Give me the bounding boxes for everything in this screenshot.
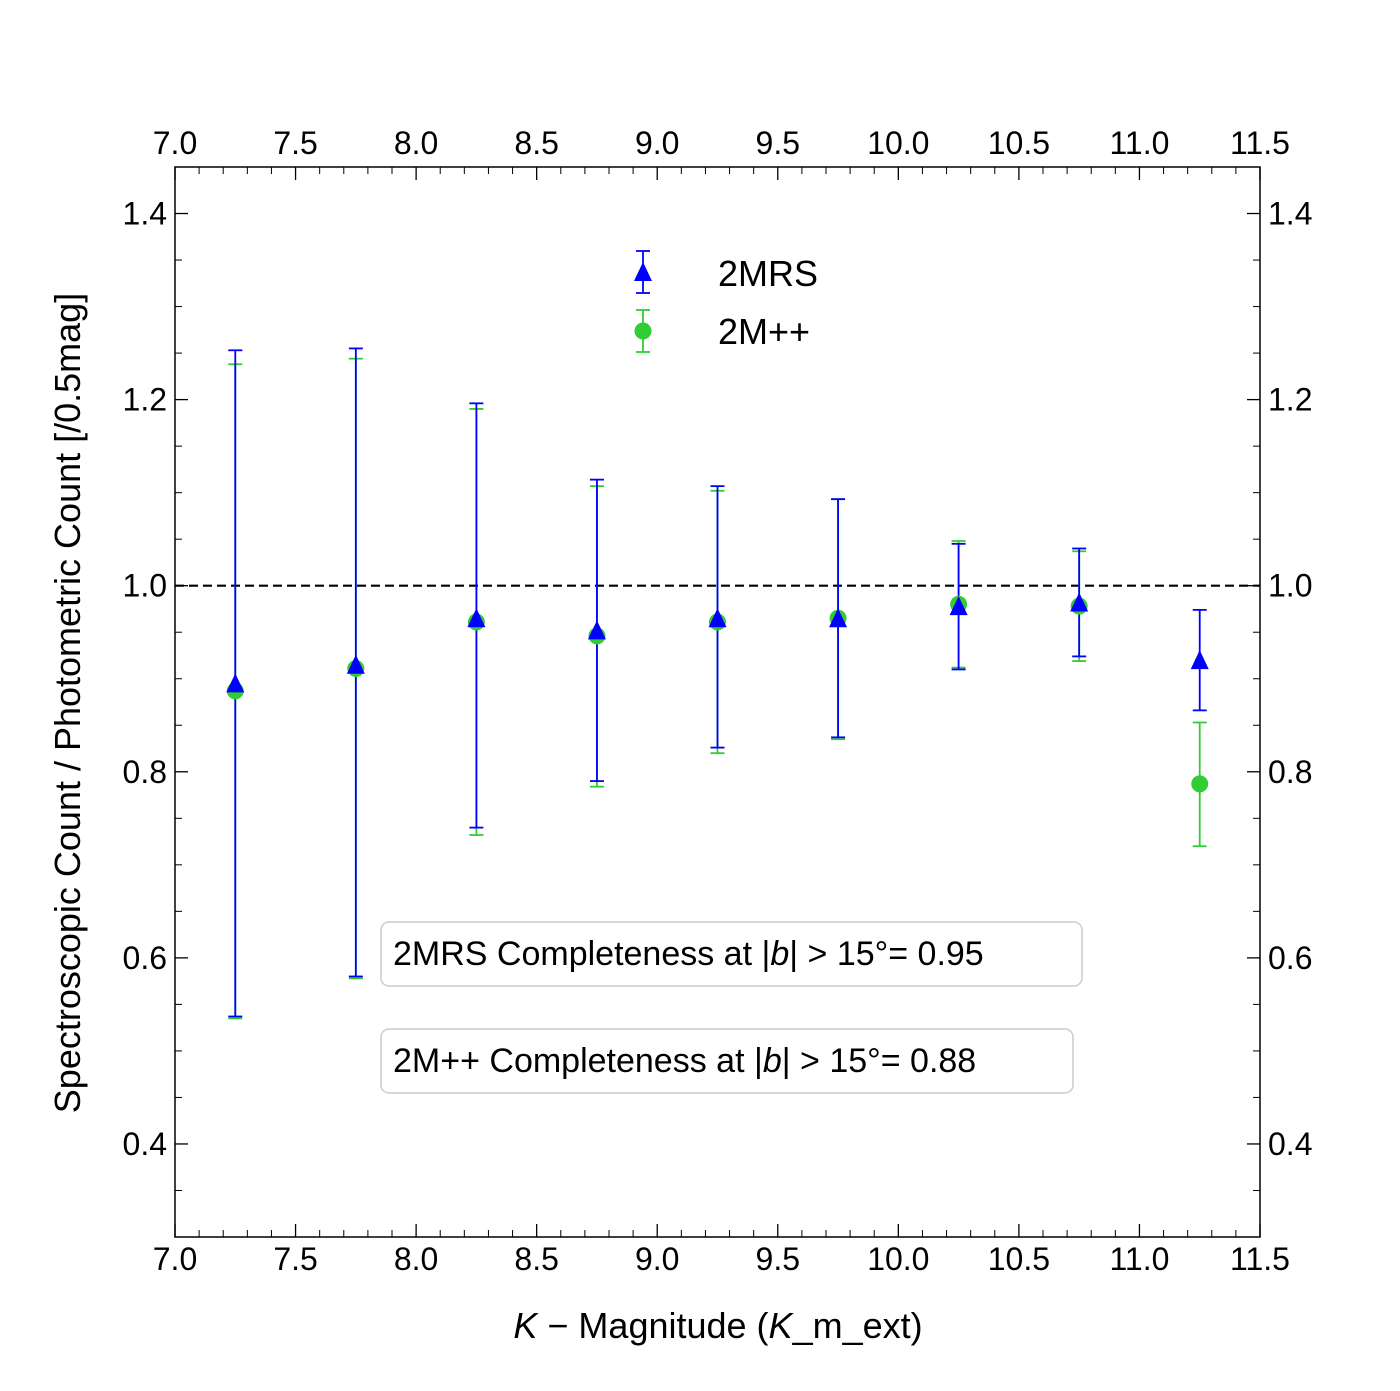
point-2mpp bbox=[1191, 775, 1209, 793]
x-tick-label-top: 8.5 bbox=[514, 125, 558, 161]
x-tick-label-top: 11.0 bbox=[1109, 125, 1169, 161]
point-2mrs bbox=[829, 608, 848, 628]
x-tick-label: 10.5 bbox=[988, 1241, 1050, 1277]
legend-label-2mpp: 2M++ bbox=[718, 311, 810, 352]
data-markers bbox=[226, 592, 1209, 793]
y-tick-label: 0.6 bbox=[123, 940, 167, 976]
x-tick-label: 7.0 bbox=[153, 1241, 197, 1277]
x-tick-label: 9.0 bbox=[635, 1241, 679, 1277]
x-tick-label-top: 11.5 bbox=[1230, 125, 1290, 161]
y-tick-label-right: 1.4 bbox=[1268, 196, 1312, 232]
y-tick-label: 1.2 bbox=[123, 382, 167, 418]
x-tick-label-top: 8.0 bbox=[394, 125, 438, 161]
plot-frame bbox=[174, 166, 1261, 1238]
annotation-text: 2M++ Completeness at |b| > 15°= 0.88 bbox=[393, 1042, 976, 1080]
y-tick-label: 1.4 bbox=[123, 196, 167, 232]
point-2mrs bbox=[587, 620, 606, 640]
y-tick-label-right: 1.2 bbox=[1268, 382, 1312, 418]
x-tick-label: 11.0 bbox=[1109, 1241, 1169, 1277]
y-tick-label: 1.0 bbox=[123, 568, 167, 604]
x-tick-label-top: 7.5 bbox=[273, 125, 317, 161]
point-2mrs bbox=[346, 654, 365, 674]
x-tick-label: 7.5 bbox=[273, 1241, 317, 1277]
legend-item-2mrs bbox=[634, 250, 652, 294]
axis-ticks bbox=[174, 166, 1261, 1238]
annotation-2mpp-completeness: 2M++ Completeness at |b| > 15°= 0.88 bbox=[380, 1028, 1074, 1094]
x-tick-label-top: 10.0 bbox=[867, 125, 929, 161]
x-tick-label: 11.5 bbox=[1230, 1241, 1290, 1277]
x-tick-label: 9.5 bbox=[756, 1241, 800, 1277]
y-tick-label-right: 0.4 bbox=[1268, 1126, 1312, 1162]
y-axis-label: Spectroscopic Count / Photometric Count … bbox=[47, 293, 88, 1113]
annotation-text: 2MRS Completeness at |b| > 15°= 0.95 bbox=[393, 935, 984, 973]
error-bars bbox=[228, 347, 1207, 1020]
x-tick-label-top: 7.0 bbox=[153, 125, 197, 161]
y-tick-label-right: 0.8 bbox=[1268, 754, 1312, 790]
legend: 2MRS 2M++ bbox=[634, 250, 818, 353]
x-tick-label-top: 9.5 bbox=[756, 125, 800, 161]
x-tick-label: 8.5 bbox=[514, 1241, 558, 1277]
annotation-2mrs-completeness: 2MRS Completeness at |b| > 15°= 0.95 bbox=[380, 921, 1083, 987]
y-tick-label-right: 1.0 bbox=[1268, 568, 1312, 604]
x-tick-label-top: 10.5 bbox=[988, 125, 1050, 161]
legend-marker-2mrs bbox=[634, 262, 652, 281]
point-2mrs bbox=[226, 673, 245, 693]
point-2mrs bbox=[949, 596, 968, 616]
x-tick-label: 8.0 bbox=[394, 1241, 438, 1277]
point-2mrs bbox=[467, 608, 486, 628]
legend-item-2mpp bbox=[634, 309, 652, 353]
legend-label-2mrs: 2MRS bbox=[718, 253, 818, 294]
x-tick-label-top: 9.0 bbox=[635, 125, 679, 161]
y-tick-label-right: 0.6 bbox=[1268, 940, 1312, 976]
x-tick-label: 10.0 bbox=[867, 1241, 929, 1277]
annotation-box bbox=[380, 1028, 1074, 1094]
x-axis-label: K − Magnitude (K_m_ext) bbox=[513, 1305, 922, 1346]
plot-border bbox=[174, 166, 1261, 1238]
point-2mrs bbox=[1190, 650, 1209, 670]
annotation-box bbox=[380, 921, 1083, 987]
y-tick-label: 0.8 bbox=[123, 754, 167, 790]
axis-tick-labels: 7.0 7.0 7.5 7.5 8.0 8.0 8.5 8.5 9.0 9.0 9.5 9.5 10.0… bbox=[123, 125, 1313, 1277]
legend-marker-2mpp bbox=[634, 322, 652, 340]
point-2mrs bbox=[708, 608, 727, 628]
point-2mrs bbox=[1070, 592, 1089, 612]
y-tick-label: 0.4 bbox=[123, 1126, 167, 1162]
